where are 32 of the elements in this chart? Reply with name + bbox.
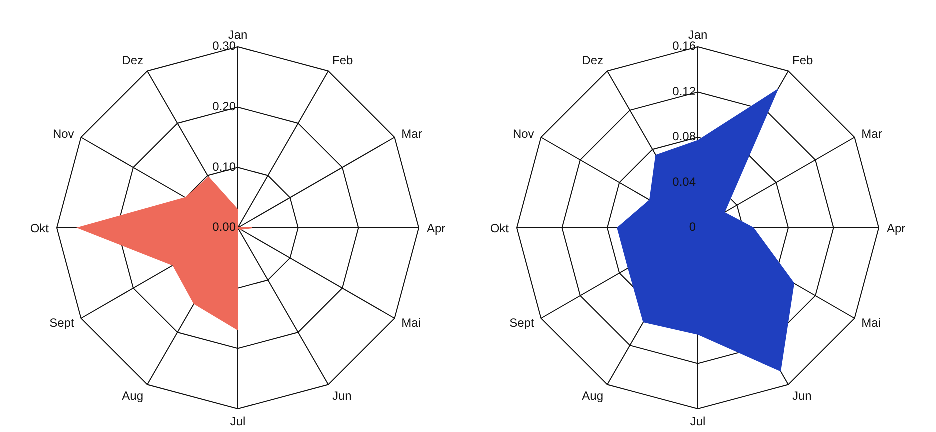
spoke-label: Nov <box>52 126 74 141</box>
spoke-label: Mar <box>402 126 422 141</box>
y-tick-label: 0.30 <box>212 39 236 54</box>
spoke-label: Nov <box>512 126 534 141</box>
spoke-label: Dez <box>582 53 604 68</box>
spoke-label: Sept <box>50 316 75 330</box>
spoke-label: Jan <box>228 28 248 42</box>
y-tick-label: 0.04 <box>672 174 696 189</box>
spoke-label: Feb <box>792 53 814 68</box>
y-tick-label: 0.00 <box>212 220 236 234</box>
spoke-label: Apr <box>427 221 446 236</box>
spoke-label: Jul <box>230 414 246 429</box>
y-tick-label: 0.16 <box>672 39 696 54</box>
spoke-label: Mai <box>862 316 882 330</box>
spoke-label: Apr <box>887 221 906 236</box>
spoke-label: Feb <box>332 53 354 68</box>
spoke-label: Okt <box>490 221 510 236</box>
spoke-label: Sept <box>510 316 535 330</box>
spoke-label: Okt <box>30 221 50 236</box>
spoke-label: Mai <box>402 316 422 330</box>
y-tick-label: 0.20 <box>212 100 236 114</box>
spoke-label: Aug <box>122 389 144 404</box>
y-tick-label: 0.08 <box>672 130 696 144</box>
y-tick-label: 0 <box>689 220 696 234</box>
spoke-label: Mar <box>862 126 882 141</box>
spoke-label: Jul <box>690 414 706 429</box>
spoke-label: Aug <box>582 389 604 404</box>
spoke-label: Jun <box>792 389 812 404</box>
y-tick-label: 0.12 <box>672 84 696 98</box>
spoke-label: Dez <box>122 53 144 68</box>
spoke-label: Jun <box>332 389 352 404</box>
spoke-label: Jan <box>688 28 708 42</box>
